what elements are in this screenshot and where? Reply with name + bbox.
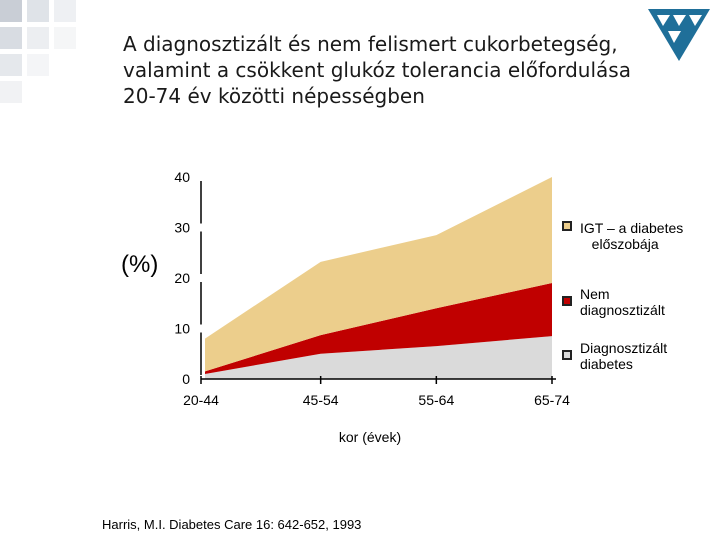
source-citation: Harris, M.I. Diabetes Care 16: 642-652, … [102,517,362,532]
x-tick-label: 45-54 [303,392,339,408]
x-tick-label: 20-44 [183,392,219,408]
y-tick-label: 30 [174,220,190,236]
logo-icon [648,9,710,61]
title-line: valamint a csökkent glukóz tolerancia el… [123,58,631,82]
x-tick-label: 65-74 [534,392,570,408]
y-axis-unit-label: (%) [121,251,159,278]
legend-swatch [562,350,572,360]
title-line: 20-74 év közötti népességben [123,84,425,108]
legend-label: Diagnosztizált diabetes [580,340,668,372]
area-band-0 [205,336,552,379]
legend-swatch [562,221,572,231]
page-title: A diagnosztizált és nem felismert cukorb… [123,31,683,109]
y-tick-label: 20 [174,270,190,286]
y-tick-label: 10 [174,321,190,337]
x-axis-label: kor (évek) [338,429,402,445]
legend-swatch [562,296,572,306]
legend-label: IGT – a diabetes előszobája [580,220,684,252]
decor-squares [0,0,90,110]
title-line: A diagnosztizált és nem felismert cukorb… [123,32,618,56]
area-band-2 [205,177,552,372]
legend-label: Nem diagnosztizált [580,286,665,318]
area-band-1 [205,283,552,374]
y-tick-label: 0 [182,371,190,387]
y-tick-label: 40 [174,169,190,185]
x-tick-label: 55-64 [418,392,454,408]
